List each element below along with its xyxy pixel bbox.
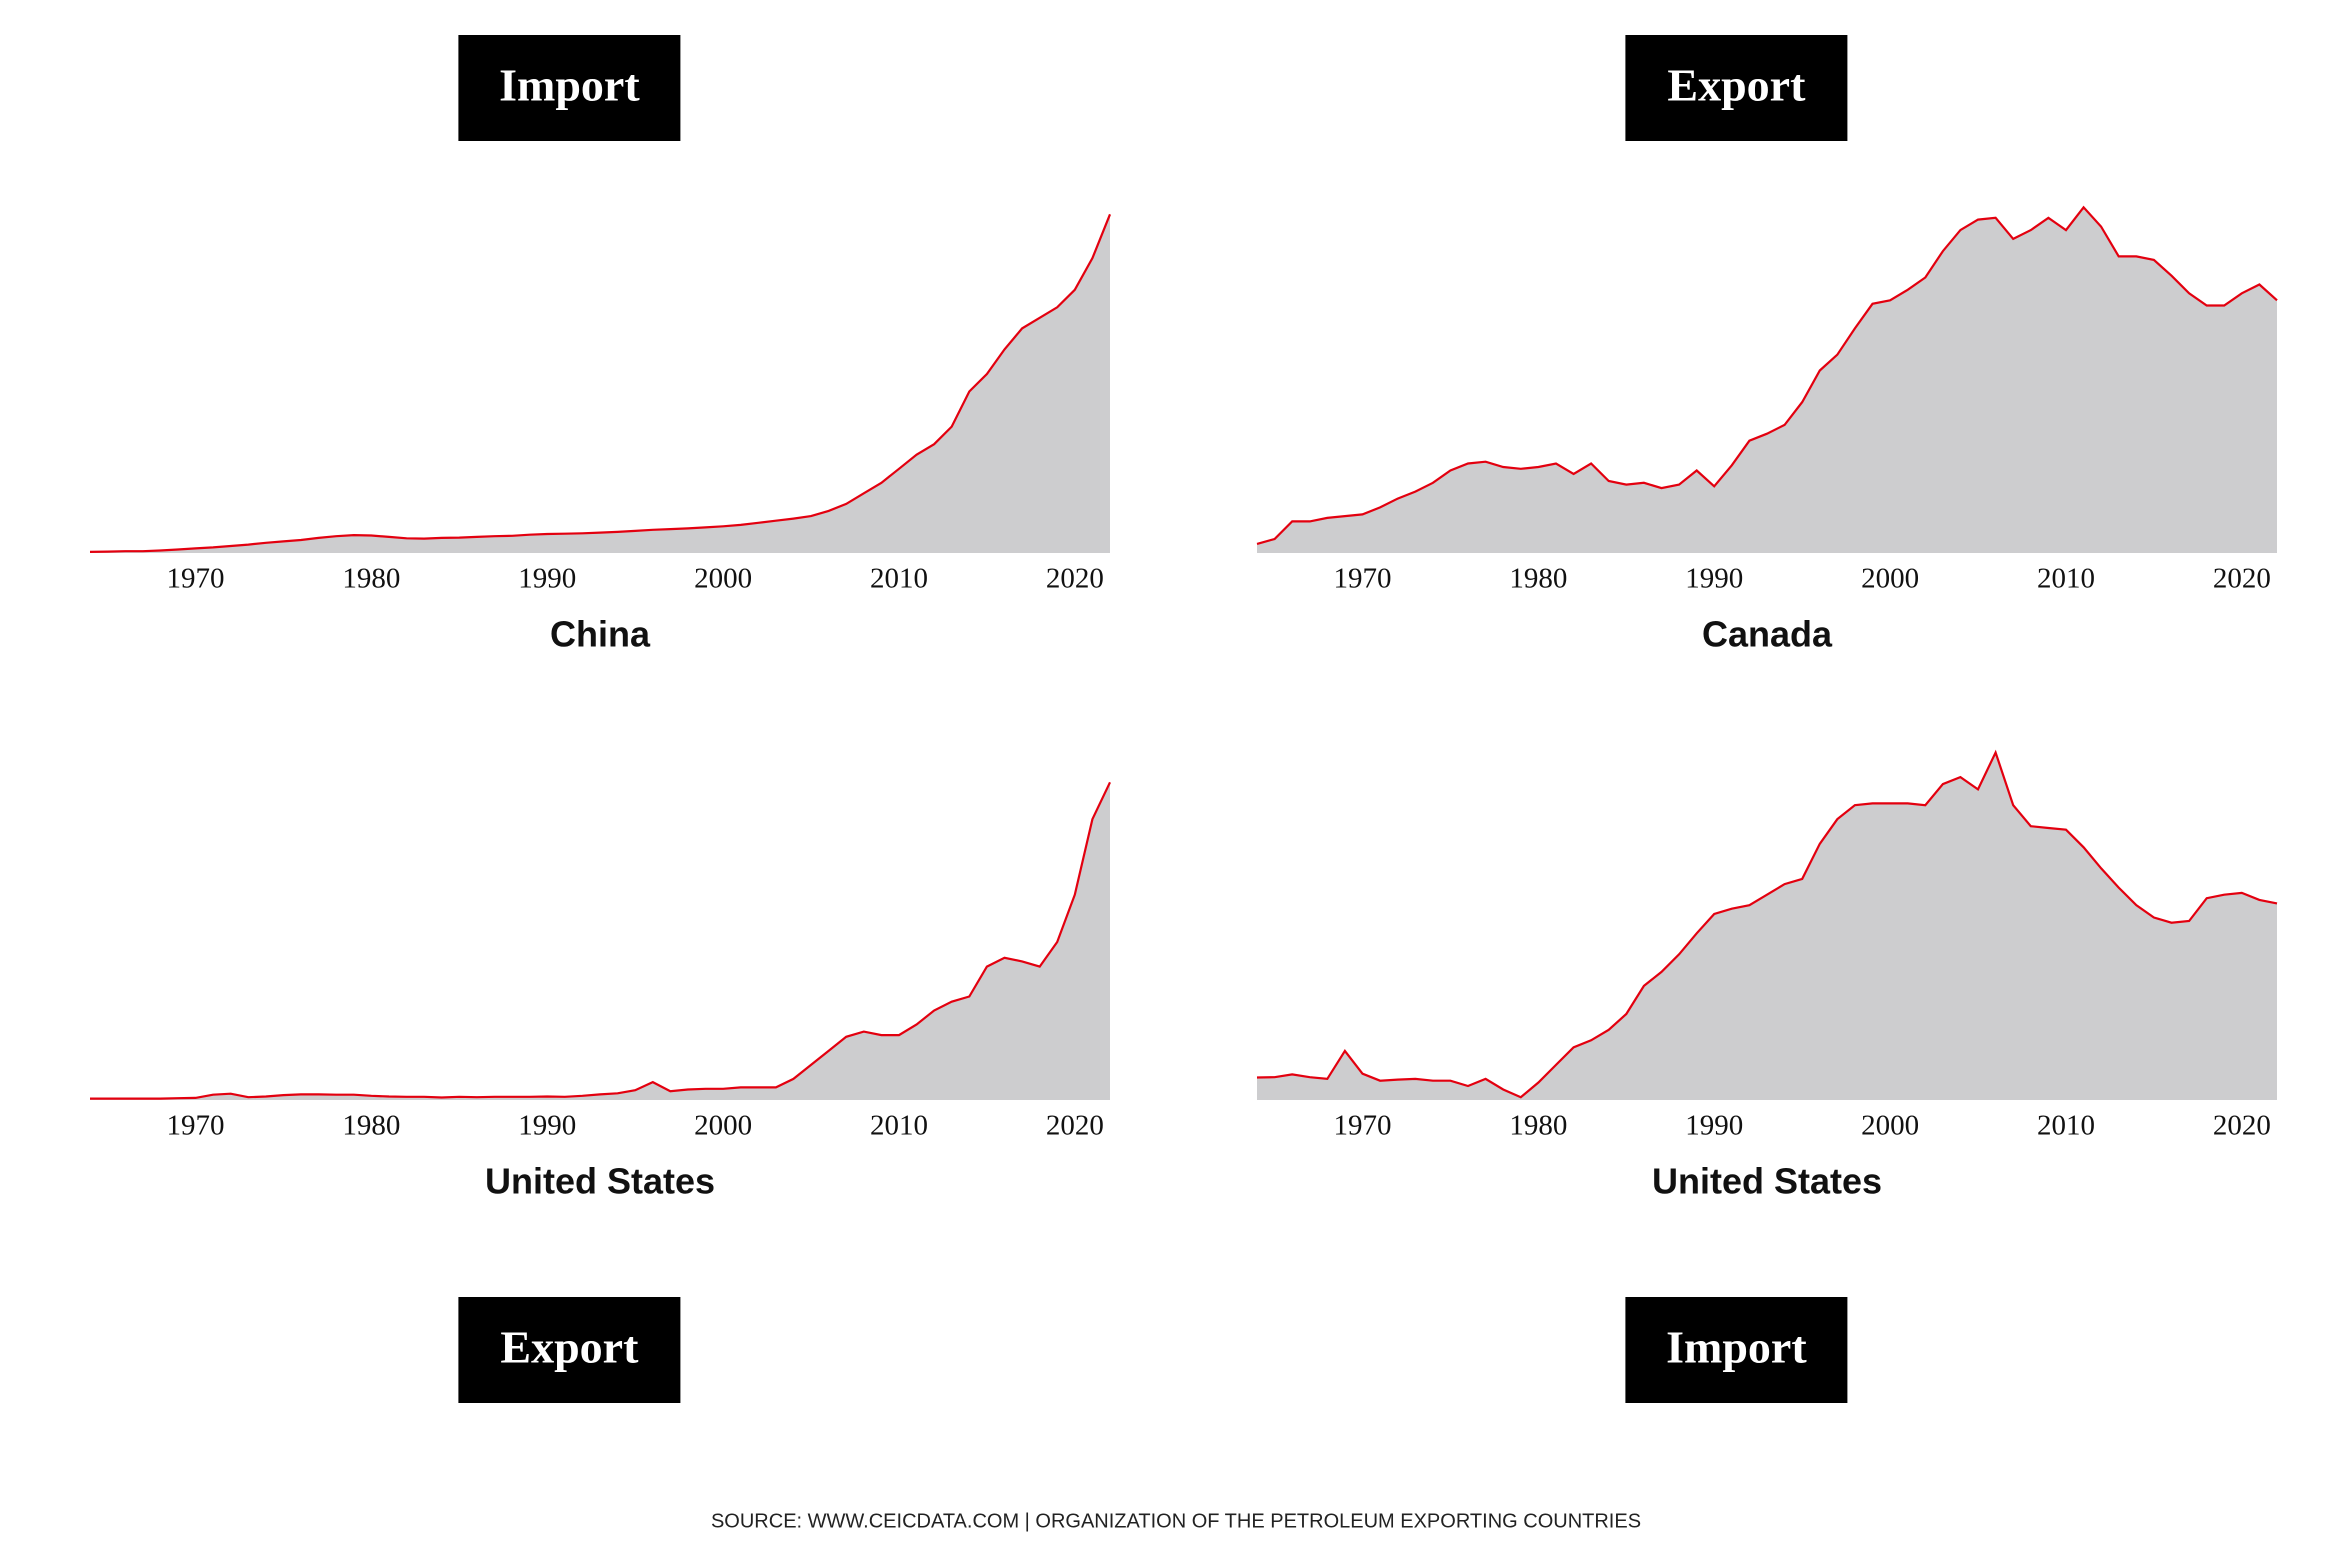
- x-tick-label: 2000: [694, 563, 752, 595]
- x-tick-label: 2020: [1046, 563, 1104, 595]
- title-box: [1625, 1297, 1848, 1403]
- x-tick-label: 1980: [342, 1110, 400, 1142]
- title-box: [458, 35, 681, 141]
- title-box: [1625, 35, 1848, 141]
- x-tick-label: 1990: [518, 563, 576, 595]
- x-tick-label: 1990: [518, 1110, 576, 1142]
- x-tick-label: 2010: [2037, 1110, 2095, 1142]
- line: [1256, 749, 2278, 1099]
- area-fill: [1257, 752, 2277, 1100]
- title: Import: [499, 60, 640, 111]
- line: [90, 781, 1111, 1100]
- title: Export: [1667, 60, 1806, 111]
- x-tick-label: 1980: [342, 563, 400, 595]
- country-label: United States: [1652, 1161, 1882, 1202]
- x-tick-label: 1980: [1509, 1110, 1567, 1142]
- x-tick-label: 2020: [1046, 1110, 1104, 1142]
- country-label: United States: [485, 1161, 715, 1202]
- x-tick-label: 1970: [167, 563, 225, 595]
- x-tick-label: 2020: [2213, 563, 2271, 595]
- title: Export: [500, 1322, 639, 1373]
- x-tick-label: 1990: [1685, 1110, 1743, 1142]
- x-tick-label: 2000: [694, 1110, 752, 1142]
- x-tick-label: 1990: [1685, 563, 1743, 595]
- source: SOURCE: WWW.CEICDATA.COM | ORGANIZATION …: [711, 1510, 1641, 1532]
- country-label: China: [550, 614, 651, 655]
- x-tick-label: 1970: [1334, 1110, 1392, 1142]
- country-label: Canada: [1702, 614, 1833, 655]
- x-tick-label: 2010: [870, 563, 928, 595]
- x-tick-label: 2000: [1861, 1110, 1919, 1142]
- area-fill: [90, 782, 1110, 1100]
- x-tick-label: 2020: [2213, 1110, 2271, 1142]
- area-fill: [1257, 207, 2277, 554]
- x-tick-label: 1970: [167, 1110, 225, 1142]
- line: [89, 213, 1112, 553]
- area-fill: [90, 214, 1110, 554]
- x-tick-label: 2000: [1861, 563, 1919, 595]
- x-tick-label: 2010: [870, 1110, 928, 1142]
- title-box: [458, 1297, 681, 1403]
- x-tick-label: 1980: [1509, 563, 1567, 595]
- line: [1256, 205, 2278, 545]
- x-tick-label: 1970: [1334, 563, 1392, 595]
- x-tick-label: 2010: [2037, 563, 2095, 595]
- title: Import: [1666, 1322, 1807, 1373]
